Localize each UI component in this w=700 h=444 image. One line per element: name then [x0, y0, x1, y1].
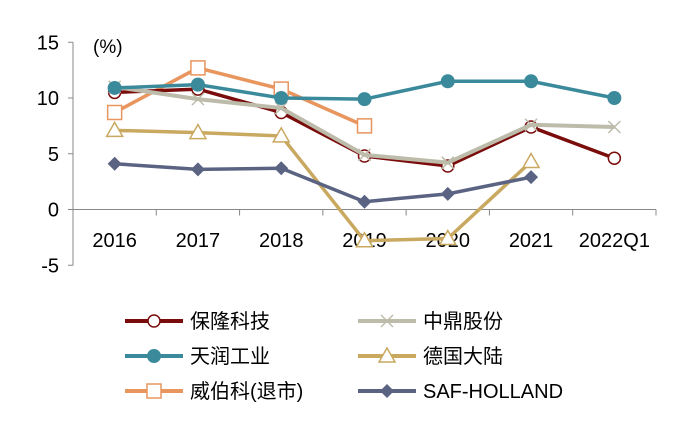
data-point — [191, 92, 205, 106]
data-point — [356, 118, 373, 134]
data-point — [441, 156, 455, 170]
legend-marker — [146, 383, 162, 399]
x-tick-label: 2016 — [92, 230, 137, 252]
data-point — [438, 228, 458, 246]
x-tick-label: 2018 — [259, 230, 304, 252]
y-axis-unit-label: (%) — [93, 37, 123, 58]
series-2 — [107, 74, 622, 107]
data-point — [357, 92, 372, 107]
legend-marker — [147, 314, 161, 328]
data-point — [607, 151, 622, 165]
data-point — [521, 152, 541, 169]
data-point — [357, 194, 372, 209]
legend-label: 德国大陆 — [423, 345, 503, 368]
legend-label: 保隆科技 — [190, 310, 270, 333]
legend-item: 德国大陆 — [358, 345, 503, 368]
data-point — [190, 162, 205, 177]
y-tick-label: 5 — [48, 144, 59, 166]
legend-marker — [380, 384, 394, 398]
data-point — [190, 60, 206, 76]
data-point — [355, 231, 374, 248]
data-point — [524, 74, 539, 89]
legend-label: SAF-HOLLAND — [423, 381, 563, 403]
x-tick-label: 2021 — [509, 230, 554, 252]
series-line — [114, 162, 532, 204]
data-point — [274, 161, 289, 176]
x-tick-label: 2022Q1 — [579, 230, 650, 252]
legend-label: 中鼎股份 — [423, 310, 503, 333]
data-point — [274, 101, 288, 115]
y-tick-label: -5 — [41, 255, 59, 277]
data-point — [107, 156, 122, 171]
y-tick-label: 15 — [37, 32, 59, 54]
series-4 — [106, 60, 373, 134]
legend-item: 中鼎股份 — [358, 310, 503, 333]
legend-item: SAF-HOLLAND — [358, 381, 563, 403]
legend-item: 保隆科技 — [125, 310, 270, 333]
legend-label: 威伯科(退市) — [190, 380, 303, 403]
legend-item: 天润工业 — [125, 345, 270, 368]
data-point — [440, 74, 455, 89]
legend-marker — [147, 349, 161, 363]
data-point — [607, 91, 622, 105]
data-point — [107, 80, 122, 95]
y-tick-label: 10 — [37, 88, 59, 110]
data-point — [607, 120, 621, 134]
series-line — [114, 128, 533, 243]
series-3 — [105, 120, 541, 248]
legend-label: 天润工业 — [190, 345, 270, 368]
series-5 — [107, 156, 539, 209]
data-point — [271, 126, 291, 143]
data-point — [524, 118, 538, 132]
legend-marker — [380, 314, 394, 328]
x-tick-label: 2017 — [176, 230, 221, 252]
series-1 — [108, 80, 621, 170]
data-point — [524, 170, 539, 185]
data-point — [440, 186, 455, 201]
data-point — [188, 123, 208, 140]
legend-marker — [377, 346, 397, 363]
data-point — [105, 120, 124, 138]
data-point — [357, 148, 372, 162]
data-point — [274, 91, 289, 105]
data-point — [190, 77, 205, 92]
data-point — [106, 104, 123, 121]
y-tick-label: 0 — [48, 200, 59, 222]
legend-item: 威伯科(退市) — [125, 380, 303, 403]
